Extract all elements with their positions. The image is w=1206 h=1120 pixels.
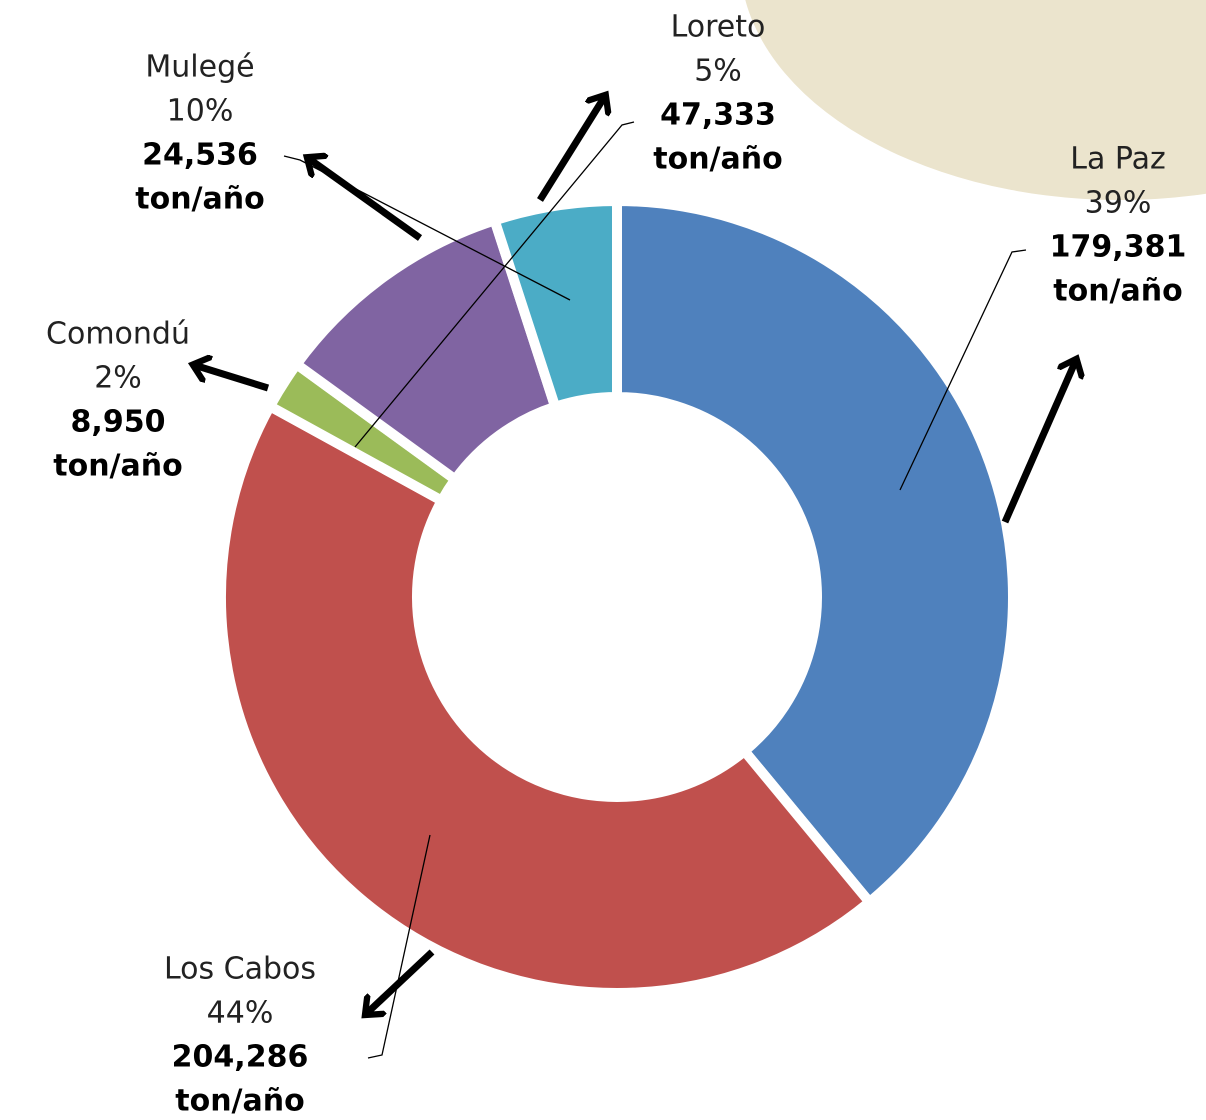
arrow [366, 949, 435, 1014]
category-label: La Paz [1070, 142, 1166, 177]
category-label: Comondú [46, 317, 190, 352]
leader-line [354, 121, 635, 448]
labels: La Paz 39% 179,381 ton/año Los Cabos 44% 204,2… [46, 10, 1186, 1119]
amount-label: 47,333 [660, 98, 776, 133]
category-label: Mulegé [145, 50, 254, 85]
arrow [194, 365, 270, 392]
unit-label: ton/año [53, 449, 182, 484]
donut [216, 195, 1018, 998]
amount-label: 8,950 [71, 405, 166, 440]
arrow [308, 158, 423, 241]
unit-label: ton/año [1053, 274, 1182, 309]
unit-label: ton/año [175, 1084, 304, 1119]
category-label: Loreto [671, 10, 766, 45]
slice [289, 214, 562, 487]
leader-lines [194, 96, 1076, 1059]
slice [216, 399, 877, 998]
amount-label: 179,381 [1050, 230, 1187, 265]
unit-label: ton/año [135, 182, 264, 217]
percent-label: 39% [1085, 186, 1152, 221]
percent-label: 5% [694, 54, 742, 89]
arrow [537, 96, 605, 202]
leader-line [899, 249, 1027, 491]
arrow [1001, 360, 1076, 524]
percent-label: 10% [167, 94, 234, 129]
unit-label: ton/año [653, 142, 782, 177]
amount-label: 204,286 [172, 1040, 309, 1075]
slice [488, 195, 622, 414]
percent-label: 2% [94, 361, 142, 396]
percent-label: 44% [207, 996, 274, 1031]
background-shape [745, 0, 1206, 200]
slice [612, 195, 1018, 910]
leader-line [367, 834, 431, 1059]
category-label: Los Cabos [164, 952, 316, 987]
amount-label: 24,536 [142, 138, 258, 173]
leader-line [283, 155, 571, 301]
